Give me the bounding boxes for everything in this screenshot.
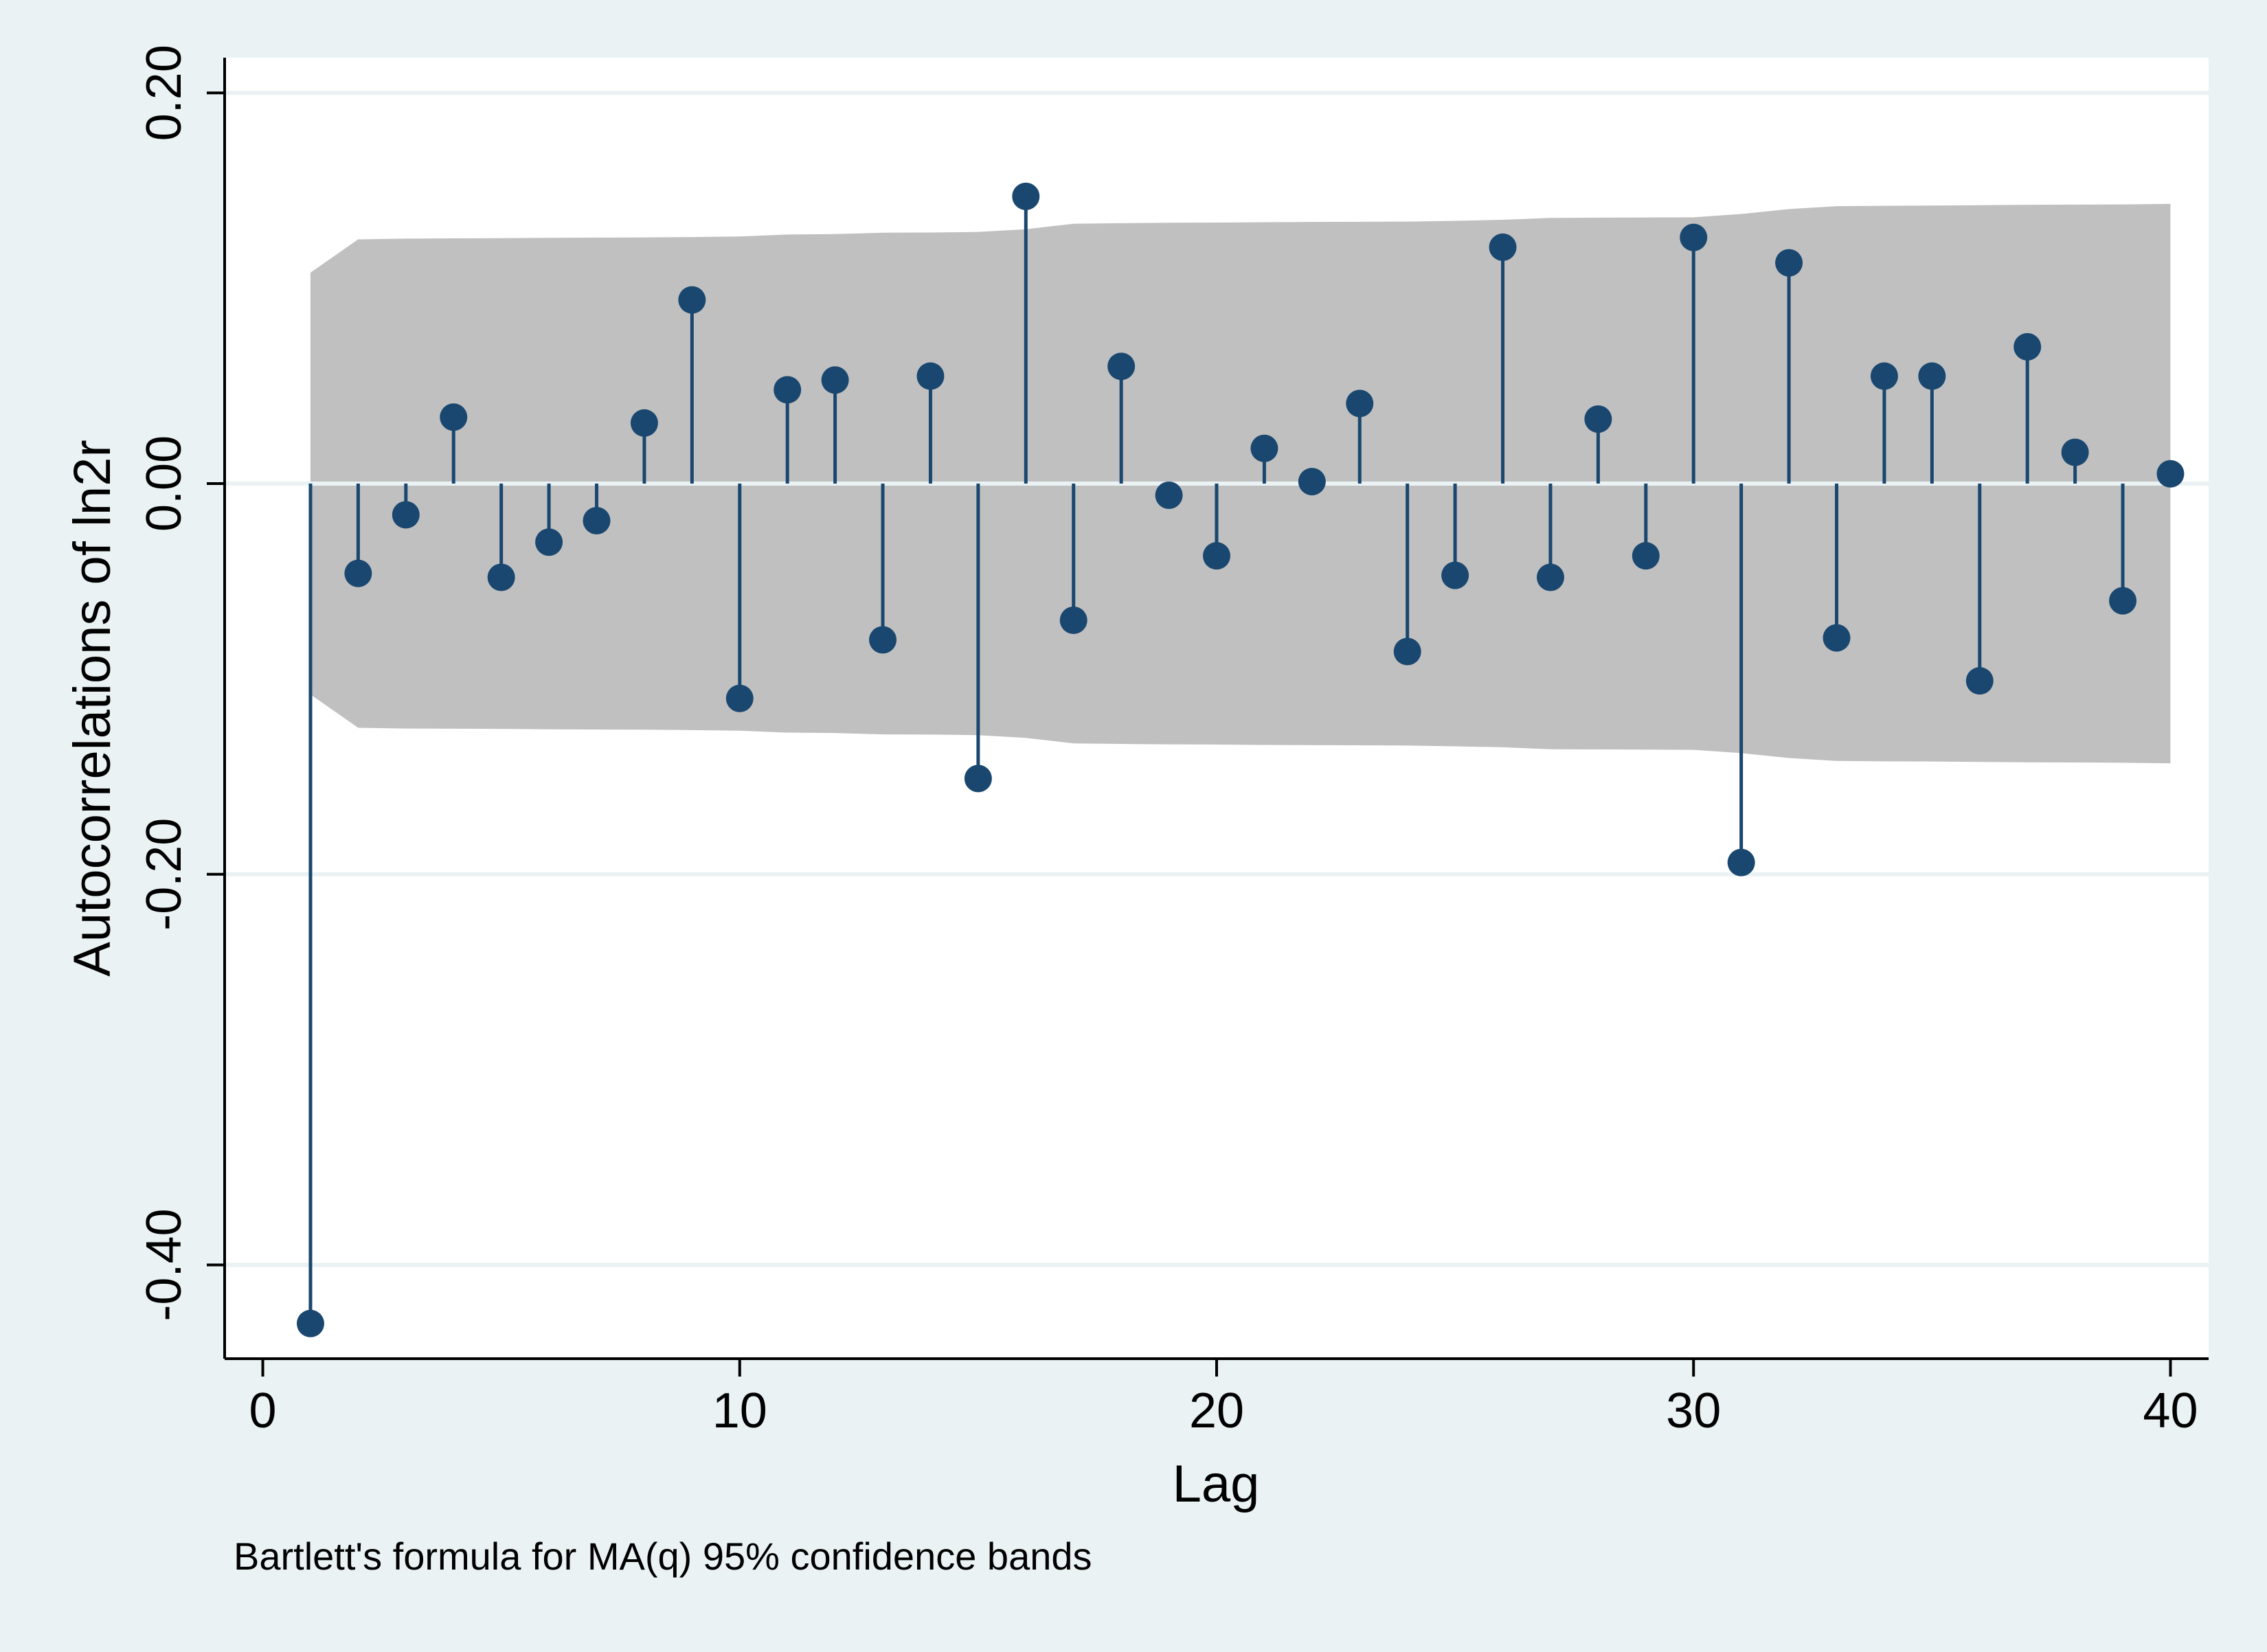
acf-point — [535, 528, 563, 556]
acf-point — [2156, 460, 2185, 488]
acf-point — [916, 362, 945, 390]
y-tick-label: 0.00 — [137, 435, 192, 532]
acf-point — [1346, 389, 1374, 418]
acf-point — [774, 376, 802, 404]
x-tick-label: 40 — [2143, 1383, 2198, 1438]
acf-point — [1632, 542, 1660, 570]
acf-point — [1680, 223, 1708, 251]
stems — [296, 182, 2185, 1337]
acf-point — [1727, 848, 1755, 876]
acf-point — [869, 626, 897, 654]
acf-point — [1012, 182, 1040, 210]
acf-point — [1775, 249, 1803, 277]
acf-point — [440, 403, 468, 431]
acf-point — [1870, 362, 1898, 390]
y-tick-label: -0.20 — [137, 818, 192, 931]
acf-point — [725, 684, 754, 712]
acf-point — [1203, 542, 1230, 570]
acf-point — [296, 1309, 324, 1337]
y-axis: 0.20 0.00 -0.20 -0.40 — [137, 45, 226, 1359]
acf-point — [1393, 637, 1421, 666]
acf-point — [1155, 482, 1183, 510]
acf-point — [1059, 607, 1087, 635]
x-axis-label: Lag — [1173, 1455, 1260, 1513]
acf-point — [1536, 563, 1564, 591]
y-tick-label: 0.20 — [137, 45, 192, 141]
acf-point — [2109, 587, 2137, 615]
acf-point — [964, 765, 992, 793]
x-tick-label: 30 — [1666, 1383, 1721, 1438]
acf-point — [1298, 468, 1326, 496]
acf-point — [1584, 405, 1612, 433]
acf-point — [630, 409, 658, 437]
y-axis-label: Autocorrelations of ln2r — [63, 440, 122, 977]
acf-point — [487, 563, 515, 591]
acf-point — [392, 501, 420, 529]
acf-point — [1965, 667, 1994, 695]
acf-point — [1823, 624, 1851, 652]
x-tick-label: 20 — [1189, 1383, 1244, 1438]
acf-point — [344, 559, 372, 587]
y-tick-label: -0.40 — [137, 1208, 192, 1321]
acf-point — [1918, 362, 1946, 390]
footnote: Bartlett's formula for MA(q) 95% confide… — [234, 1535, 1092, 1578]
acf-point — [1441, 561, 1469, 589]
x-axis: 0 10 20 30 40 — [225, 1357, 2209, 1438]
x-tick-label: 10 — [712, 1383, 767, 1438]
acf-point — [2061, 438, 2089, 466]
acf-point — [1250, 434, 1278, 462]
gridlines — [225, 91, 2209, 1267]
acf-point — [678, 286, 706, 314]
acf-point — [2014, 332, 2042, 361]
acf-point — [583, 506, 611, 534]
acf-point — [821, 366, 849, 394]
acf-point — [1107, 352, 1136, 381]
x-tick-label: 0 — [249, 1383, 277, 1438]
acf-point — [1489, 233, 1517, 261]
